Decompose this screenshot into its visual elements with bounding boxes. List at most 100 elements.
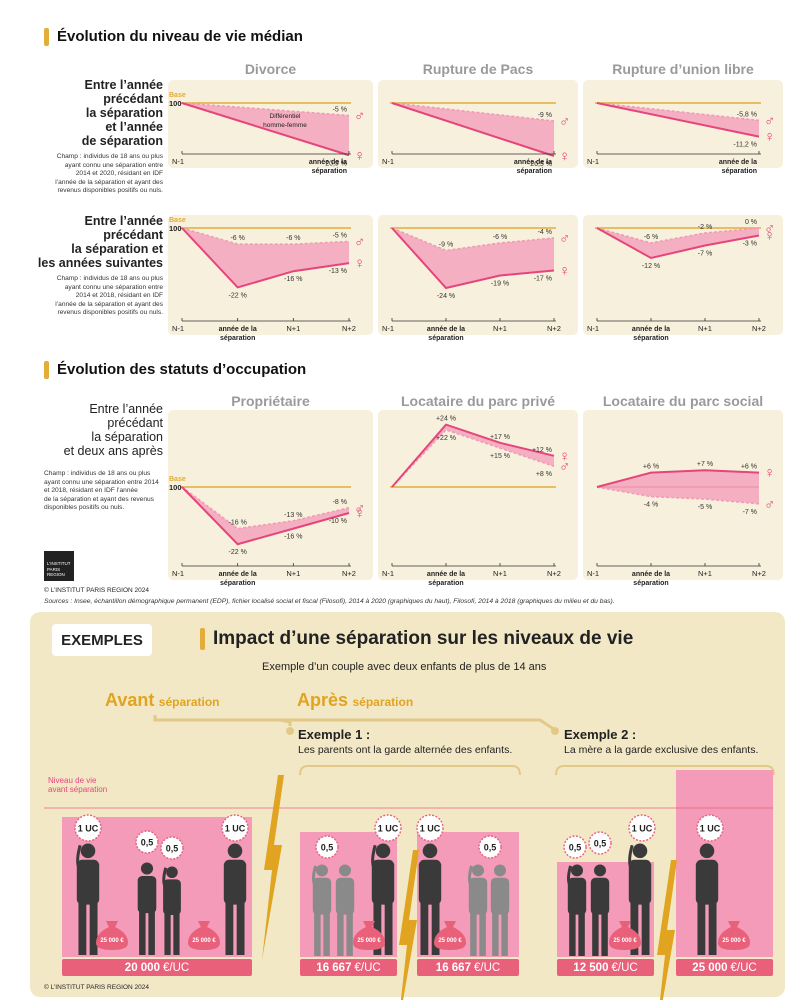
title-marker xyxy=(44,361,49,380)
data-label: +6 % xyxy=(643,464,659,471)
leg xyxy=(89,901,98,955)
bracket xyxy=(555,765,775,776)
data-label: +24 % xyxy=(436,416,456,423)
uc-label: 1 UC xyxy=(420,824,441,834)
leg xyxy=(164,912,171,955)
male-series-line xyxy=(391,227,555,252)
torso xyxy=(418,859,442,905)
x-tick-label: séparation xyxy=(220,335,255,342)
column-proprietaire: Propriétaire xyxy=(231,393,310,409)
man-figure xyxy=(418,843,442,955)
uc-label: 0,5 xyxy=(569,843,582,853)
ex1-title: Exemple 1 : xyxy=(298,727,371,742)
x-tick-label: N-1 xyxy=(382,569,394,578)
uc-label: 1 UC xyxy=(700,824,721,834)
male-symbol: ♂ xyxy=(559,113,570,130)
uc-badge: 0,5 xyxy=(563,835,587,859)
connector-dot xyxy=(286,727,294,735)
data-label: -16 % xyxy=(284,276,302,283)
bag-amount: 25 000 € xyxy=(722,938,746,944)
money-bag-icon: 25 000 € xyxy=(188,921,220,950)
data-label: -4 % xyxy=(644,502,658,509)
data-label: +6 % xyxy=(741,464,757,471)
column-locataire-prive: Locataire du parc privé xyxy=(400,393,556,409)
uc-badge: 1 UC xyxy=(374,814,402,842)
x-tick-label: N+1 xyxy=(493,324,507,333)
x-tick-label: N+1 xyxy=(698,324,712,333)
female-symbol: ♀ xyxy=(354,255,365,272)
female-series-line xyxy=(391,423,555,488)
x-tick-label: N+1 xyxy=(493,569,507,578)
male-symbol: ♂ xyxy=(354,234,365,251)
uc-badge: 1 UC xyxy=(628,814,656,842)
bag-amount: 25 000 € xyxy=(613,938,637,944)
leg xyxy=(569,911,576,956)
data-label: -19 % xyxy=(491,281,509,288)
uc-badge: 1 UC xyxy=(696,814,724,842)
uc-label: 1 UC xyxy=(225,824,246,834)
woman-figure xyxy=(371,843,395,955)
x-tick-label: N+1 xyxy=(698,569,712,578)
head xyxy=(375,843,391,859)
x-tick-label: N+2 xyxy=(752,324,766,333)
woman-figure xyxy=(76,843,100,955)
money-bag-icon: 25 000 € xyxy=(96,921,128,950)
x-tick-label: N-1 xyxy=(172,324,184,333)
hair xyxy=(371,844,378,873)
male-series-line xyxy=(596,102,760,122)
head xyxy=(594,864,606,877)
x-tick-label: N+2 xyxy=(342,569,356,578)
torso xyxy=(490,877,510,915)
leg xyxy=(479,911,486,956)
base-label: Base xyxy=(169,92,186,99)
uc-circle xyxy=(588,831,612,855)
data-label: -26,5 % xyxy=(528,161,552,168)
x-tick-label: N+1 xyxy=(286,569,300,578)
man-figure xyxy=(137,862,157,955)
column-union: Rupture d’union libre xyxy=(612,61,754,77)
x-tick-label: N-1 xyxy=(587,157,599,166)
examples-subtitle: Exemple d’un couple avec deux enfants de… xyxy=(262,661,547,673)
base-label: Base xyxy=(169,476,186,483)
chart-panel-2: -9 % ♂ -26,5 % ♀ N-1 année de la séparation xyxy=(378,80,578,175)
uc-badge: 0,5 xyxy=(315,835,339,859)
bag-amount: 25 000 € xyxy=(192,938,216,944)
female-symbol: ♀ xyxy=(764,228,775,245)
leg xyxy=(431,901,440,955)
head xyxy=(316,864,328,877)
male-series-line xyxy=(181,486,350,530)
bracket xyxy=(299,765,521,776)
head xyxy=(632,843,648,859)
data-label: -20,9 % xyxy=(323,160,347,167)
leg xyxy=(173,912,180,955)
uc-circle xyxy=(374,814,402,842)
woman-figure xyxy=(566,864,587,956)
bag-amount: 25 000 € xyxy=(357,938,381,944)
female-series-line xyxy=(596,469,760,488)
leg xyxy=(492,911,499,956)
uc-label: 1 UC xyxy=(632,824,653,834)
chart-panel-3: -5,8 % ♂ -11,2 % ♀ N-1 année de la séparation xyxy=(583,80,783,175)
diff-annotation: Différentiel xyxy=(270,113,302,120)
connector xyxy=(155,718,556,732)
uc-badge: 0,5 xyxy=(588,831,612,855)
female-symbol: ♀ xyxy=(764,129,775,146)
head xyxy=(422,843,438,859)
x-tick-label: année de la xyxy=(427,571,465,578)
title-marker xyxy=(44,28,49,47)
x-tick-label: N+2 xyxy=(752,569,766,578)
leg xyxy=(78,901,87,955)
x-tick-label: N-1 xyxy=(172,569,184,578)
ex2-text: La mère a la garde exclusive des enfants… xyxy=(564,744,759,756)
bag-amount: 25 000 € xyxy=(100,938,124,944)
man-figure xyxy=(223,843,247,955)
x-tick-label: année de la xyxy=(309,159,347,166)
woman-figure xyxy=(162,866,181,955)
head xyxy=(166,866,178,879)
leg xyxy=(578,911,585,956)
sources: Sources : Insee, échantillon démographiq… xyxy=(44,598,615,605)
leg xyxy=(470,911,477,956)
man-figure xyxy=(335,864,355,956)
female-symbol: ♀ xyxy=(354,505,365,522)
